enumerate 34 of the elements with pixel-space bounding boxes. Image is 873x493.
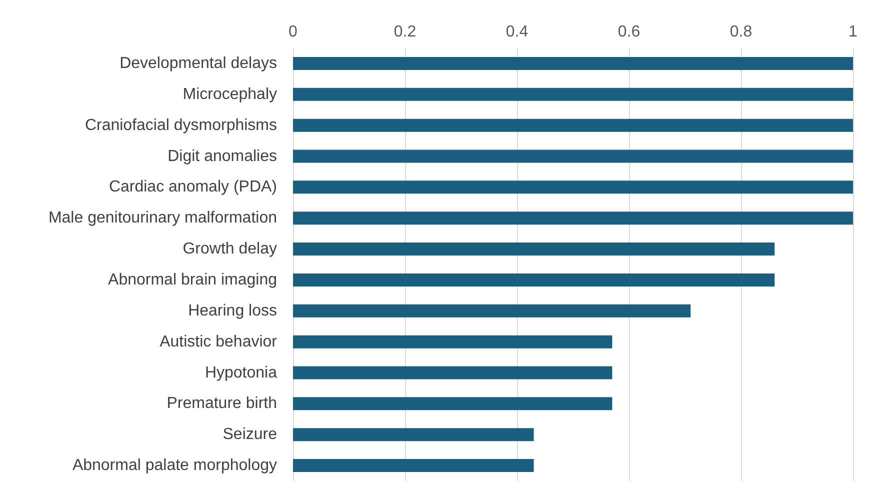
- y-tick-label: Autistic behavior: [160, 333, 278, 350]
- y-tick-label: Growth delay: [182, 240, 277, 258]
- y-tick-label: Abnormal palate morphology: [72, 457, 277, 474]
- y-tick-label: Abnormal brain imaging: [108, 271, 277, 288]
- x-tick-label: 0: [288, 24, 298, 40]
- y-tick-label: Hearing loss: [188, 302, 277, 320]
- bar: [293, 212, 853, 225]
- y-tick-label: Microcephaly: [182, 86, 277, 103]
- bar: [293, 273, 775, 286]
- x-tick-label: 0.2: [394, 24, 416, 40]
- bar: [293, 118, 853, 132]
- bar: [293, 242, 775, 256]
- y-tick-label: Premature birth: [166, 395, 277, 412]
- bar: [293, 459, 534, 472]
- x-tick-label: 0.8: [730, 24, 752, 40]
- x-tick-label: 0.6: [618, 24, 640, 40]
- y-tick-label: Developmental delays: [120, 54, 277, 72]
- bar: [293, 180, 853, 194]
- bar: [293, 335, 612, 348]
- x-tick-label: 0.4: [506, 24, 528, 40]
- bar: [293, 428, 534, 442]
- bar: [293, 366, 612, 380]
- bar: [293, 88, 853, 101]
- bar: [293, 56, 853, 70]
- y-tick-label: Hypotonia: [204, 364, 278, 382]
- y-tick-label: Craniofacial dysmorphisms: [84, 116, 277, 134]
- bar: [293, 150, 853, 163]
- bar: [293, 304, 691, 318]
- bar: [293, 397, 612, 410]
- y-tick-label: Cardiac anomaly (PDA): [108, 178, 277, 196]
- x-tick-label: 1: [848, 24, 858, 40]
- y-tick-label: Digit anomalies: [168, 148, 277, 165]
- y-tick-label: Seizure: [222, 426, 278, 444]
- y-tick-label: Male genitourinary malformation: [48, 210, 277, 227]
